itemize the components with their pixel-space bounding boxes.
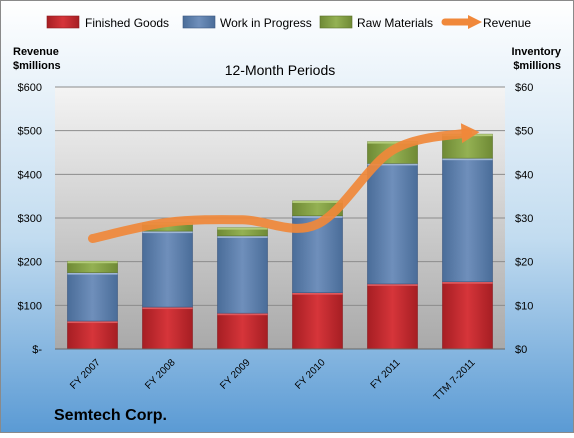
bar-finished-goods bbox=[218, 313, 268, 349]
bar-top-work-in-progress bbox=[443, 158, 493, 160]
bar-work-in-progress bbox=[143, 231, 193, 307]
bar-work-in-progress bbox=[218, 236, 268, 313]
legend-swatch-raw-materials bbox=[320, 16, 352, 28]
left-tick-label: $100 bbox=[18, 300, 42, 312]
legend-label-raw-materials: Raw Materials bbox=[357, 16, 433, 30]
legend-label-finished-goods: Finished Goods bbox=[85, 16, 169, 30]
right-tick-label: $50 bbox=[515, 126, 533, 138]
bar-top-raw-materials bbox=[218, 228, 268, 230]
right-tick-label: $20 bbox=[515, 257, 533, 269]
bar-finished-goods bbox=[293, 293, 343, 349]
left-tick-label: $400 bbox=[18, 169, 42, 181]
legend-swatch-finished-goods bbox=[47, 16, 79, 28]
left-axis-title-line1: Revenue bbox=[13, 46, 59, 58]
legend-swatch-work-in-progress bbox=[183, 16, 215, 28]
bar-top-work-in-progress bbox=[218, 236, 268, 238]
legend-label-revenue: Revenue bbox=[483, 16, 531, 30]
bar-top-finished-goods bbox=[293, 293, 343, 295]
legend-item-raw-materials: Raw Materials bbox=[320, 16, 433, 30]
left-tick-label: $500 bbox=[18, 126, 42, 138]
left-tick-label: $- bbox=[32, 344, 42, 356]
left-axis-title-line2: $millions bbox=[13, 60, 61, 72]
bar-finished-goods bbox=[368, 284, 418, 349]
left-tick-label: $200 bbox=[18, 257, 42, 269]
bar-work-in-progress bbox=[368, 163, 418, 284]
right-tick-label: $10 bbox=[515, 300, 533, 312]
bar-top-raw-materials bbox=[68, 261, 118, 263]
bar-finished-goods bbox=[143, 307, 193, 349]
bar-work-in-progress bbox=[68, 273, 118, 321]
legend-item-finished-goods: Finished Goods bbox=[47, 16, 169, 30]
chart-subtitle: 12-Month Periods bbox=[225, 62, 336, 78]
right-tick-label: $0 bbox=[515, 344, 527, 356]
bar-top-raw-materials bbox=[293, 201, 343, 203]
company-name: Semtech Corp. bbox=[54, 407, 167, 424]
bar-top-work-in-progress bbox=[143, 231, 193, 233]
right-axis-title-line2: $millions bbox=[513, 60, 561, 72]
right-axis-title-line1: Inventory bbox=[511, 46, 561, 58]
bar-finished-goods bbox=[443, 282, 493, 349]
legend-item-work-in-progress: Work in Progress bbox=[183, 16, 312, 30]
left-tick-label: $300 bbox=[18, 213, 42, 225]
bar-finished-goods bbox=[68, 321, 118, 349]
bar-work-in-progress bbox=[443, 158, 493, 282]
right-tick-label: $40 bbox=[515, 169, 533, 181]
right-tick-label: $30 bbox=[515, 213, 533, 225]
left-tick-label: $600 bbox=[18, 82, 42, 94]
legend-label-work-in-progress: Work in Progress bbox=[220, 16, 312, 30]
right-tick-label: $60 bbox=[515, 82, 533, 94]
